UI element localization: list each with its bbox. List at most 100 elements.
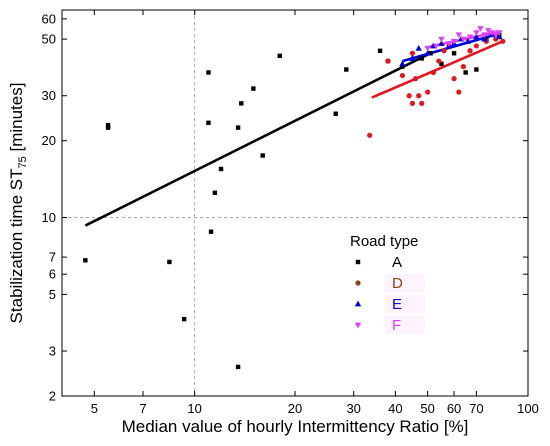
legend-title: Road type (350, 233, 418, 250)
data-point-e (481, 35, 488, 42)
x-tick-label: 100 (517, 401, 539, 416)
data-point-a (235, 125, 241, 130)
data-point-d (385, 58, 391, 64)
y-axis-title-unit: [minutes] (7, 83, 26, 157)
data-point-a (439, 61, 444, 67)
data-point-d (467, 48, 473, 54)
data-point-d (419, 100, 425, 106)
data-point-d (425, 89, 431, 95)
data-point-f (477, 26, 484, 32)
data-point-d (399, 72, 406, 79)
data-point-f (496, 30, 503, 37)
data-point-a (333, 111, 338, 116)
data-point-f (450, 38, 458, 45)
data-point-e (464, 37, 472, 44)
legend-entry-bg (385, 316, 425, 334)
data-point-a (181, 316, 187, 322)
x-tick-label: 10 (187, 401, 201, 416)
data-point-d (460, 64, 466, 70)
y-tick-label: 30 (42, 88, 56, 103)
legend-label-d: D (392, 275, 403, 292)
data-point-d (430, 69, 436, 76)
legend-marker-f (354, 322, 362, 329)
data-point-f (455, 32, 462, 39)
data-point-f (424, 45, 431, 52)
y-tick-label: 50 (42, 32, 56, 47)
data-point-f (445, 41, 453, 48)
data-point-a (451, 51, 457, 56)
legend-marker-d (355, 280, 361, 286)
data-point-a (463, 70, 468, 75)
data-point-d (406, 93, 412, 99)
data-point-d (500, 38, 506, 44)
reference-lines (62, 10, 528, 396)
data-point-a (218, 166, 224, 172)
x-tick-label: 60 (447, 401, 461, 416)
data-point-e (473, 33, 480, 40)
data-point-a (428, 51, 433, 56)
data-point-f (492, 32, 499, 39)
data-point-a (419, 56, 424, 61)
legend-label-e: E (392, 296, 402, 313)
data-point-f (438, 36, 445, 43)
data-point-f (488, 30, 496, 37)
data-point-d (473, 43, 479, 49)
data-point-a (83, 258, 88, 263)
y-tick-label: 2 (49, 389, 56, 404)
data-point-d (412, 76, 419, 82)
data-point-d (409, 100, 415, 106)
x-axis-title: Median value of hourly Intermittency Rat… (122, 417, 469, 436)
data-point-a (377, 48, 383, 53)
data-point-e (409, 55, 416, 61)
legend-marker-e (354, 300, 362, 307)
data-point-f (481, 32, 488, 39)
data-point-a (260, 153, 265, 158)
data-point-a (400, 64, 405, 69)
y-tick-label: 60 (42, 11, 56, 26)
data-point-e (424, 49, 431, 56)
data-point-a (105, 122, 111, 128)
data-points (83, 26, 506, 370)
y-tick-label: 20 (42, 133, 56, 148)
data-point-f (473, 30, 480, 37)
x-tick-label: 70 (469, 401, 483, 416)
legend-entry-bg (385, 295, 425, 313)
data-point-a (167, 259, 172, 265)
data-point-d (451, 76, 457, 82)
data-point-f (466, 34, 474, 41)
data-point-a (251, 86, 256, 91)
legend-label-a: A (392, 254, 402, 271)
x-tick-label: 20 (288, 401, 302, 416)
x-tick-label: 50 (420, 401, 434, 416)
data-point-e (415, 44, 422, 51)
data-point-d (436, 58, 442, 64)
fit-line-a (84, 53, 429, 227)
y-tick-label: 3 (49, 344, 56, 359)
x-tick-label: 30 (346, 401, 360, 416)
x-tick-label: 5 (91, 401, 98, 416)
legend-entry-bg (385, 274, 425, 292)
y-axis-title-subscript: 75 (17, 156, 29, 168)
data-point-f (432, 43, 440, 50)
data-point-a (206, 70, 211, 75)
data-point-f (485, 28, 492, 34)
data-point-a (212, 190, 218, 196)
data-point-d (409, 50, 415, 56)
y-tick-label: 6 (49, 267, 56, 282)
data-point-d (456, 89, 462, 95)
data-point-a (344, 67, 349, 72)
data-point-a (239, 101, 244, 106)
x-tick-label: 7 (139, 401, 146, 416)
data-point-d (441, 48, 447, 54)
legend-label-f: F (392, 317, 401, 334)
data-point-a (235, 364, 241, 370)
data-point-a (277, 53, 282, 59)
data-point-d (416, 93, 422, 99)
y-tick-label: 7 (49, 250, 56, 265)
y-axis-title-main: Stabilization time ST (7, 169, 26, 324)
data-point-a (105, 125, 111, 130)
y-tick-label: 10 (42, 210, 56, 225)
y-axis-title: Stabilization time ST75 [minutes] (7, 83, 29, 324)
